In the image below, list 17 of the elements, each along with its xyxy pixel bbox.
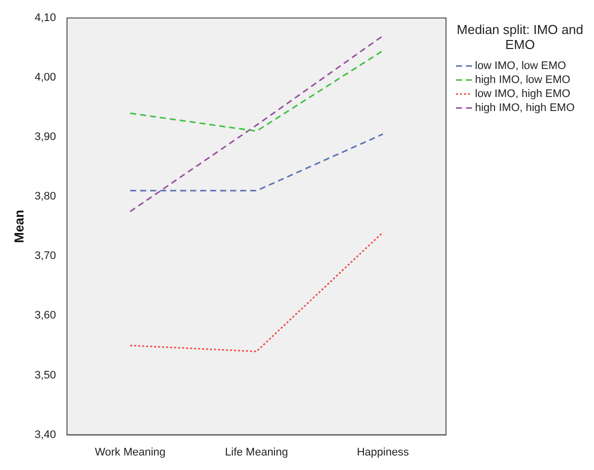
legend-label: high IMO, low EMO	[475, 74, 570, 86]
x-tick-label: Work Meaning	[94, 446, 166, 458]
y-tick-label: 3,60	[34, 310, 56, 322]
legend-label: low IMO, high EMO	[475, 88, 570, 100]
y-tick-label: 3,50	[34, 369, 56, 382]
y-tick-label: 4,10	[34, 12, 56, 24]
y-tick-label: 3,90	[34, 131, 56, 144]
x-tick-label: Happiness	[356, 446, 410, 458]
legend-label: low IMO, low EMO	[475, 60, 566, 72]
x-tick-label: Life Meaning	[225, 446, 288, 458]
y-axis-title: Mean	[11, 210, 26, 244]
legend-label: high IMO, high EMO	[475, 102, 575, 114]
y-tick-label: 3,40	[34, 428, 56, 441]
y-tick-label: 4,00	[34, 72, 56, 84]
legend-title: Median split: IMO and EMO	[456, 22, 584, 52]
y-tick-label: 3,80	[34, 190, 56, 203]
y-tick-label: 3,70	[34, 250, 56, 262]
